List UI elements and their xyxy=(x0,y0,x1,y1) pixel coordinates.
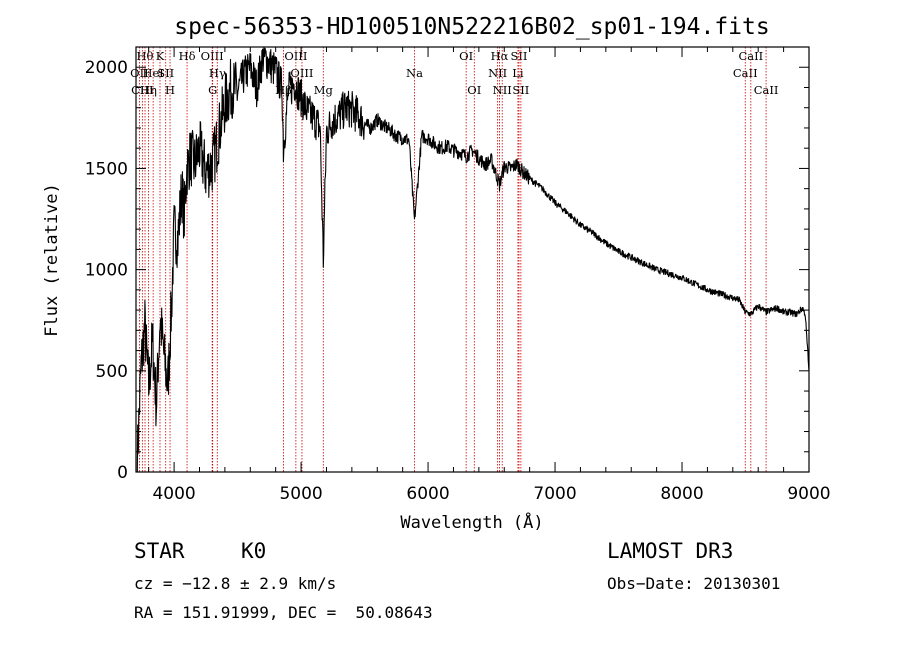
line-marker-label: Hδ xyxy=(179,49,196,63)
redshift-cz: cz = −12.8 ± 2.9 km/s xyxy=(134,574,337,593)
line-marker-label: OI xyxy=(459,49,473,63)
line-marker-label: NII xyxy=(488,66,507,80)
y-axis-label: Flux (relative) xyxy=(42,183,62,337)
line-marker-label: H xyxy=(165,83,175,97)
line-marker-label: Na xyxy=(406,66,423,80)
line-marker-label: Hα xyxy=(491,49,509,63)
line-marker-label: G xyxy=(208,83,217,97)
line-marker-label: SII xyxy=(512,83,529,97)
y-tick-label: 500 xyxy=(96,362,128,382)
line-marker-label: CaII xyxy=(733,66,758,80)
line-marker-label: Hθ xyxy=(137,49,154,63)
line-marker-label: SII xyxy=(510,49,527,63)
line-marker-label: CaII xyxy=(754,83,779,97)
y-tick-label: 1000 xyxy=(85,261,128,281)
line-marker-label: OIII xyxy=(290,66,313,80)
axis-ticks: 4000 5000 6000 7000 8000 9000 0 500 1000 1500 2000 xyxy=(85,46,831,504)
line-marker-label: NII xyxy=(493,83,512,97)
survey-name: LAMOST DR3 xyxy=(607,539,734,563)
spectral-subclass: K0 xyxy=(241,539,267,563)
x-tick-label: 9000 xyxy=(787,484,830,504)
x-tick-label: 4000 xyxy=(152,484,195,504)
x-axis-label: Wavelength (Å) xyxy=(400,511,543,533)
x-tick-label: 7000 xyxy=(533,484,576,504)
y-tick-label: 0 xyxy=(117,463,128,483)
y-tick-label: 2000 xyxy=(85,58,128,78)
x-tick-label: 8000 xyxy=(660,484,703,504)
line-marker-label: Hγ xyxy=(209,66,226,80)
line-marker-label: OI xyxy=(467,83,481,97)
x-tick-label: 6000 xyxy=(406,484,449,504)
line-marker-label: HeI xyxy=(142,66,163,80)
coordinates: RA = 151.91999, DEC = 50.08643 xyxy=(134,603,433,622)
line-marker-label: CaII xyxy=(738,49,763,63)
line-marker-label: K xyxy=(156,49,165,63)
object-class: STAR xyxy=(134,539,185,563)
observation-date: Obs−Date: 20130301 xyxy=(607,574,781,593)
line-marker-label: Li xyxy=(512,66,524,80)
line-marker-label: OIII xyxy=(284,49,307,63)
spectrum-series-line xyxy=(136,46,810,473)
x-tick-label: 5000 xyxy=(279,484,322,504)
chart-title: spec-56353-HD100510N522216B02_sp01-194.f… xyxy=(174,14,769,40)
plot-frame xyxy=(135,46,810,473)
line-marker-label: Hη xyxy=(140,83,157,97)
y-tick-label: 1500 xyxy=(85,159,128,179)
line-marker-label: OII xyxy=(130,66,149,80)
line-marker-label: OIII xyxy=(201,49,224,63)
line-marker-label: SII xyxy=(157,66,174,80)
line-marker-label: CIII xyxy=(131,83,153,97)
line-marker-label: Mg xyxy=(314,83,334,97)
